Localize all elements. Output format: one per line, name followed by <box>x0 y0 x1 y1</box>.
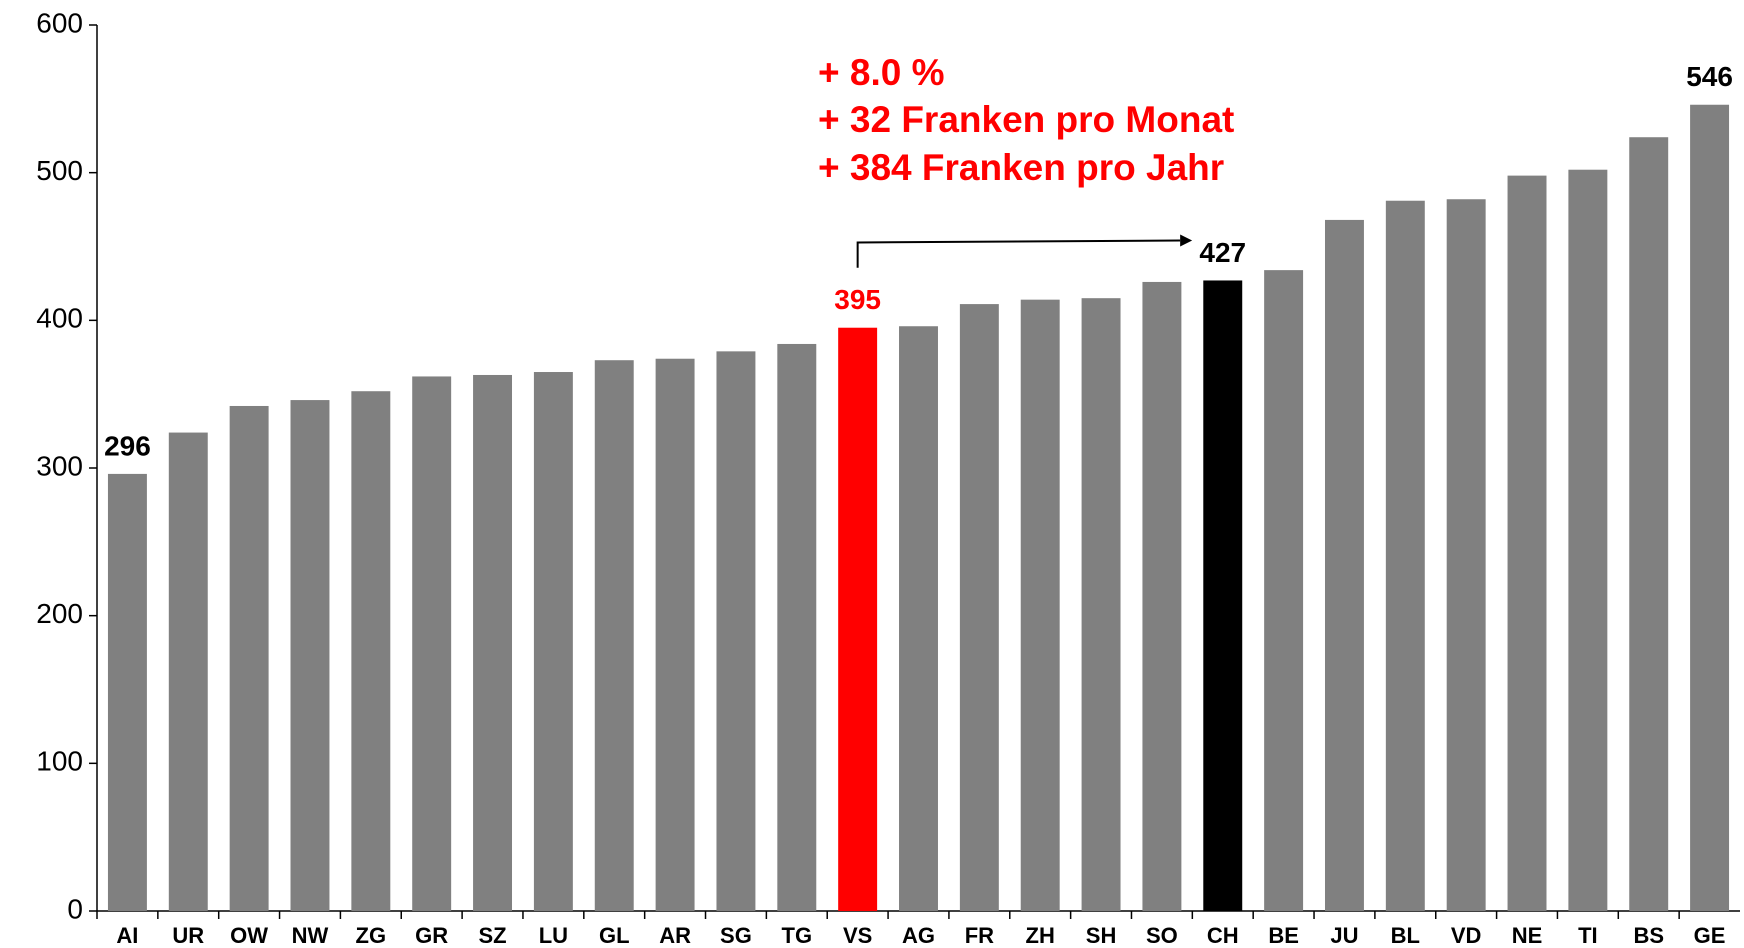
bar <box>290 400 330 911</box>
bar <box>473 374 513 912</box>
x-tick-label: LU <box>539 923 568 948</box>
x-tick-label: ZH <box>1026 923 1055 948</box>
bar <box>412 376 452 911</box>
annotation: + 384 Franken pro Jahr <box>818 147 1224 188</box>
x-tick-label: AI <box>116 923 138 948</box>
x-tick-label: FR <box>965 923 994 948</box>
x-tick-label: SO <box>1146 923 1178 948</box>
x-tick-label: VD <box>1451 923 1482 948</box>
annotation: + 8.0 % <box>818 52 945 93</box>
y-tick-label: 600 <box>36 7 83 38</box>
bar <box>716 351 756 911</box>
x-tick-label: BS <box>1633 923 1664 948</box>
x-tick-label: ZG <box>356 923 387 948</box>
bar <box>1507 175 1547 911</box>
bar <box>1568 169 1608 912</box>
x-tick-label: GE <box>1694 923 1726 948</box>
x-tick-label: JU <box>1330 923 1358 948</box>
y-tick-label: 0 <box>67 893 83 924</box>
bar <box>959 304 999 912</box>
value-label: 296 <box>104 430 151 461</box>
bar <box>107 473 147 911</box>
value-label: 395 <box>834 284 881 315</box>
bar <box>899 326 938 911</box>
y-tick-label: 100 <box>36 746 83 777</box>
bar <box>1081 298 1121 911</box>
bar <box>1385 200 1425 911</box>
value-label: 546 <box>1686 61 1733 92</box>
x-tick-label: GL <box>599 923 630 948</box>
bar <box>1690 104 1730 912</box>
y-tick-label: 300 <box>36 450 83 481</box>
annotation: + 32 Franken pro Monat <box>818 99 1234 140</box>
bar <box>351 391 391 911</box>
x-tick-label: NW <box>292 923 329 948</box>
x-tick-label: TG <box>782 923 813 948</box>
bar <box>1446 199 1486 911</box>
x-tick-label: UR <box>172 923 204 948</box>
x-tick-label: SH <box>1086 923 1117 948</box>
x-tick-label: TI <box>1578 923 1598 948</box>
bar <box>1142 281 1182 911</box>
x-tick-label: BE <box>1268 923 1299 948</box>
x-tick-label: VS <box>843 923 872 948</box>
y-tick-label: 500 <box>36 155 83 186</box>
bar <box>1264 270 1304 911</box>
bar <box>1203 280 1243 911</box>
y-tick-label: 200 <box>36 598 83 629</box>
x-tick-label: AR <box>659 923 691 948</box>
x-tick-label: GR <box>415 923 448 948</box>
bar <box>533 372 573 911</box>
bar <box>1020 299 1060 911</box>
bar <box>229 405 269 911</box>
y-tick-label: 400 <box>36 303 83 334</box>
bar <box>838 327 878 911</box>
bar <box>594 360 634 911</box>
x-tick-label: SZ <box>478 923 506 948</box>
x-tick-label: AG <box>902 923 935 948</box>
x-tick-label: BL <box>1391 923 1420 948</box>
x-tick-label: NE <box>1512 923 1543 948</box>
bar <box>168 432 208 911</box>
bar <box>1629 137 1669 911</box>
bar <box>777 343 817 912</box>
x-tick-label: SG <box>720 923 752 948</box>
arrow-head <box>1180 234 1193 247</box>
bar <box>655 358 695 911</box>
value-label: 427 <box>1199 237 1246 268</box>
bar <box>1324 219 1364 912</box>
x-tick-label: CH <box>1207 923 1239 948</box>
arrow <box>856 239 1181 268</box>
x-tick-label: OW <box>230 923 268 948</box>
